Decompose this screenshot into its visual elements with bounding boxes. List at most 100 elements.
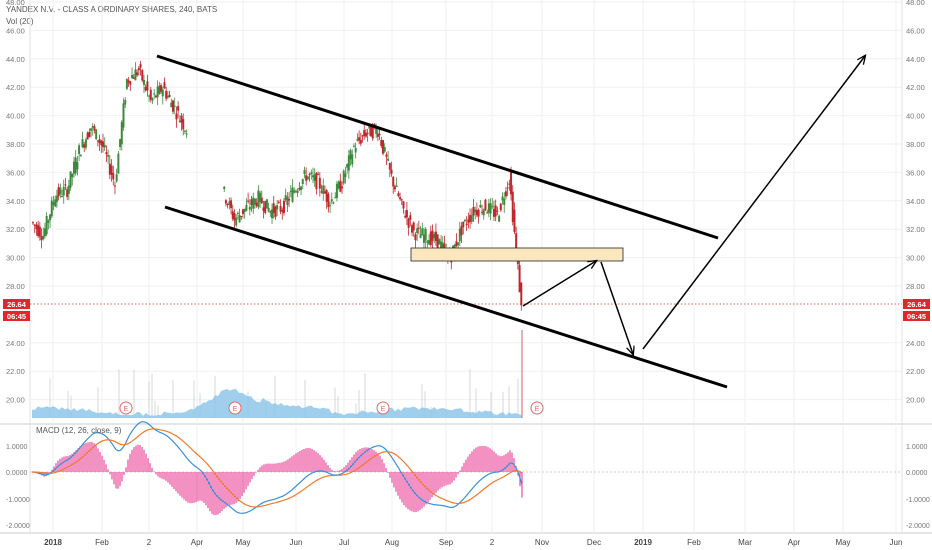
- last-price-tag-right: [903, 299, 930, 309]
- candle-body: [494, 205, 497, 217]
- candle-body: [376, 133, 379, 137]
- price-tick-right: 42.00: [906, 83, 925, 92]
- volume-area: [32, 388, 522, 418]
- candle-body: [318, 177, 321, 189]
- candle-body: [349, 150, 352, 160]
- candle-body: [137, 67, 140, 71]
- candle-body: [441, 242, 444, 249]
- candle-body: [69, 171, 72, 188]
- candle-body: [503, 198, 506, 205]
- candle-body: [498, 215, 501, 222]
- candle-body: [76, 161, 79, 170]
- candle-body: [421, 228, 424, 236]
- macd-signal-line: [32, 428, 523, 508]
- candle-body: [112, 173, 115, 180]
- candle-body: [317, 173, 320, 175]
- price-tick-right: 34.00: [906, 197, 925, 206]
- candle-body: [397, 193, 400, 197]
- candle-body: [238, 215, 241, 223]
- time-axis[interactable]: 2018 Feb 2 Apr May Jun Jul Aug Sep 2 Nov Dec 2019 Feb…: [44, 538, 902, 547]
- candle-body: [474, 209, 477, 213]
- candle-body: [252, 197, 255, 209]
- candle-body: [380, 140, 383, 146]
- countdown-tag-left: [3, 311, 30, 321]
- price-axis-left: 48.00 46.00 44.00 42.00 40.00 38.00 36.00 34.00…: [6, 0, 25, 405]
- price-tick-left: 40.00: [6, 112, 25, 121]
- candle-body: [119, 139, 122, 147]
- candle-body: [235, 217, 238, 226]
- candle-body: [332, 202, 335, 204]
- candle-body: [124, 99, 127, 105]
- candle-body: [434, 231, 437, 242]
- price-tick-right: 30.00: [906, 254, 925, 263]
- candle-body: [315, 172, 318, 190]
- candle-body: [284, 195, 287, 201]
- channel-lower-line[interactable]: [164, 205, 728, 389]
- candle-body: [182, 119, 185, 130]
- candle-body: [66, 189, 69, 197]
- candle-body: [455, 241, 458, 246]
- candle-body: [271, 209, 274, 219]
- candle-body: [313, 174, 316, 181]
- candle-body: [61, 195, 64, 197]
- candle-body: [250, 199, 253, 205]
- candle-body: [96, 140, 99, 142]
- candle-body: [32, 222, 34, 224]
- candle-body: [49, 214, 52, 221]
- candle-body: [148, 95, 151, 97]
- candle-body: [172, 100, 174, 112]
- candle-body: [467, 219, 470, 223]
- macd-tick-left: 0.0000: [6, 470, 28, 477]
- candle-body: [354, 147, 357, 153]
- price-tick-left: 22.00: [6, 367, 25, 376]
- price-tick-right: 28.00: [906, 282, 925, 291]
- candle-body: [506, 187, 509, 189]
- candle-body: [472, 207, 475, 216]
- candle-body: [359, 139, 362, 144]
- candle-body: [33, 224, 36, 226]
- candle-body: [510, 170, 513, 195]
- arrow-decline[interactable]: [600, 261, 633, 354]
- candle-body: [226, 204, 229, 206]
- candle-body: [305, 175, 308, 181]
- candle-body: [515, 233, 518, 249]
- candle-body: [344, 173, 347, 178]
- candle-body: [370, 124, 373, 137]
- candle-body: [346, 164, 349, 168]
- candle-body: [366, 132, 369, 134]
- candle-body: [363, 130, 366, 137]
- candle-body: [327, 193, 330, 208]
- support-zone[interactable]: [410, 247, 624, 262]
- last-price-tag-left: [3, 299, 30, 309]
- candle-body: [57, 187, 60, 197]
- candle-body: [98, 139, 101, 144]
- arrow-rally[interactable]: [642, 56, 865, 350]
- candle-body: [429, 231, 432, 246]
- candle-body: [383, 146, 386, 152]
- candle-body: [323, 191, 326, 194]
- candle-body: [178, 120, 181, 123]
- price-tick-left: 30.00: [6, 254, 25, 263]
- candle-body: [50, 200, 53, 217]
- candle-body: [440, 241, 443, 249]
- channel-upper-line[interactable]: [156, 54, 719, 240]
- candle-body: [279, 205, 282, 212]
- price-axis-right[interactable]: 48.00 46.00 44.00 42.00 40.00 38.00 36.00 34.00…: [906, 0, 925, 405]
- price-tick-left: 36.00: [6, 168, 25, 177]
- candle-body: [168, 94, 171, 97]
- candle-body: [142, 80, 145, 85]
- candle-body: [296, 190, 299, 193]
- candle-body: [486, 212, 489, 214]
- candle-body: [183, 130, 186, 132]
- candle-body: [37, 225, 40, 237]
- candle-body: [107, 155, 110, 157]
- time-tick: 2018: [44, 538, 62, 547]
- candle-body: [91, 126, 94, 128]
- candle-body: [452, 245, 454, 249]
- candle-body: [438, 239, 441, 245]
- candle-body: [105, 152, 108, 155]
- arrow-rebound[interactable]: [522, 261, 596, 307]
- earnings-marker: [530, 401, 544, 415]
- candle-body: [378, 133, 381, 136]
